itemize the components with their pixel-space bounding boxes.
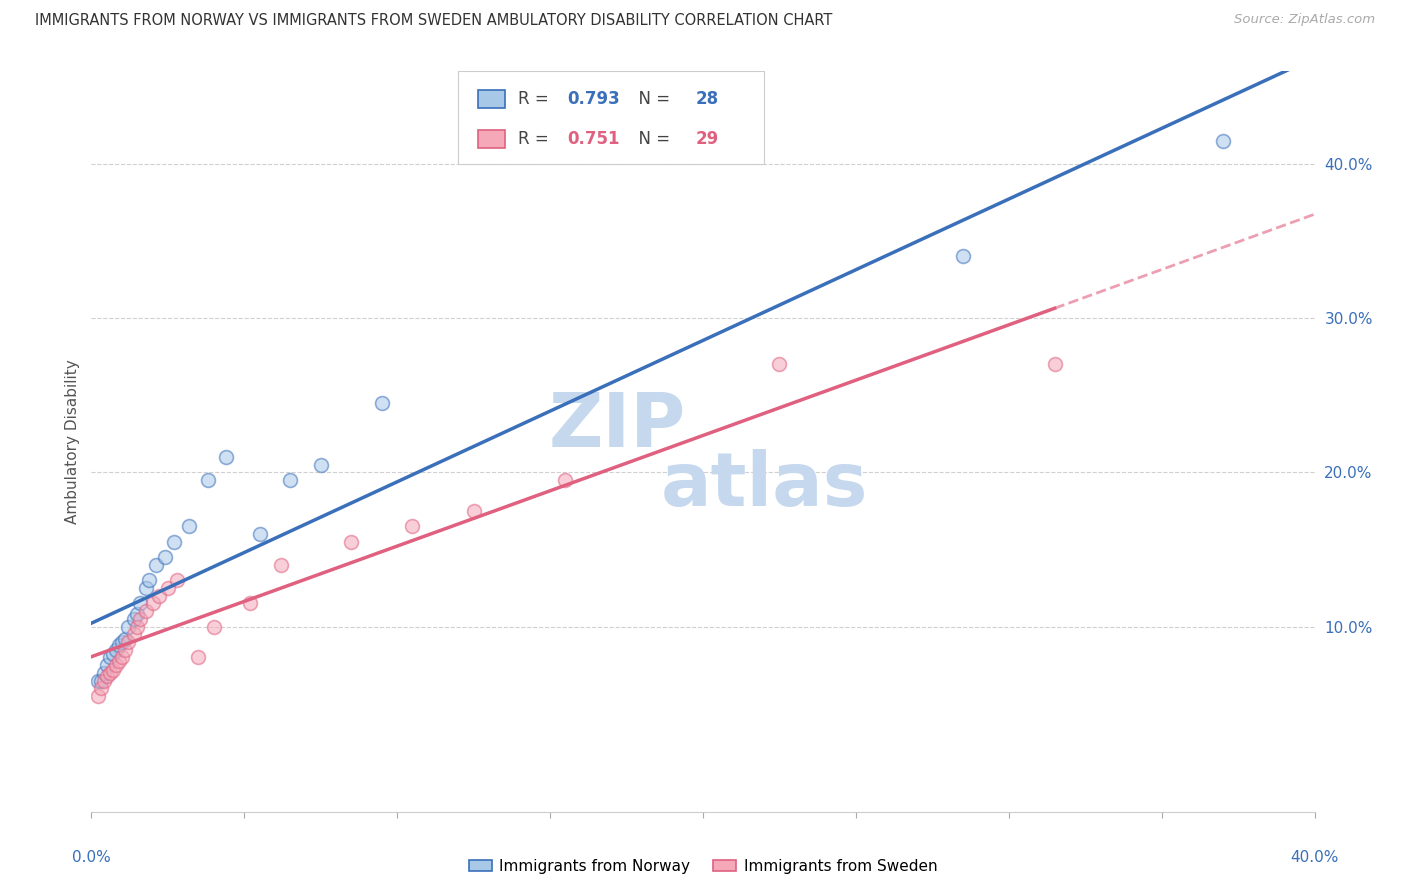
Point [129, 612, 152, 626]
Point [215, 450, 238, 464]
Point [90, 673, 112, 688]
FancyBboxPatch shape [458, 71, 765, 164]
Point [101, 648, 124, 662]
Point [129, 597, 152, 611]
Point [768, 358, 790, 372]
Point [127, 619, 149, 633]
Point [122, 612, 145, 626]
Point [138, 574, 160, 588]
Text: 29: 29 [696, 130, 718, 148]
Point [108, 638, 131, 652]
Point [371, 396, 394, 410]
Point [108, 654, 131, 668]
Point [309, 458, 332, 472]
Point [1212, 134, 1234, 148]
Point [554, 473, 576, 487]
Point [166, 574, 188, 588]
Point [98, 650, 121, 665]
Point [239, 597, 262, 611]
Point [114, 632, 136, 646]
Point [141, 597, 163, 611]
Text: IMMIGRANTS FROM NORWAY VS IMMIGRANTS FROM SWEDEN AMBULATORY DISABILITY CORRELATI: IMMIGRANTS FROM NORWAY VS IMMIGRANTS FRO… [35, 13, 832, 29]
Point [148, 589, 170, 603]
Point [179, 519, 201, 533]
Point [270, 558, 292, 572]
Text: 28: 28 [696, 90, 718, 108]
Text: 0.0%: 0.0% [72, 850, 111, 865]
Point [104, 658, 127, 673]
Legend: Immigrants from Norway, Immigrants from Sweden: Immigrants from Norway, Immigrants from … [463, 853, 943, 880]
Text: R =: R = [519, 90, 554, 108]
Point [145, 558, 167, 572]
Point [96, 669, 118, 683]
Point [197, 473, 219, 487]
Text: atlas: atlas [661, 450, 868, 523]
Y-axis label: Ambulatory Disability: Ambulatory Disability [65, 359, 80, 524]
Text: R =: R = [519, 130, 554, 148]
Point [135, 581, 157, 595]
Point [156, 581, 179, 595]
Point [101, 663, 124, 677]
Point [401, 519, 423, 533]
Point [122, 627, 145, 641]
Point [104, 642, 127, 657]
Text: 0.751: 0.751 [567, 130, 620, 148]
Point [86, 689, 108, 703]
Point [340, 534, 363, 549]
Point [135, 604, 157, 618]
Point [127, 607, 149, 622]
Point [117, 635, 139, 649]
FancyBboxPatch shape [478, 130, 505, 148]
Point [111, 650, 134, 665]
Point [278, 473, 301, 487]
Point [117, 619, 139, 633]
Point [93, 673, 115, 688]
Text: N =: N = [628, 130, 676, 148]
FancyBboxPatch shape [478, 90, 505, 108]
Point [98, 665, 121, 680]
Text: Source: ZipAtlas.com: Source: ZipAtlas.com [1234, 13, 1375, 27]
Point [96, 658, 118, 673]
Point [249, 527, 271, 541]
Point [93, 665, 115, 680]
Text: 40.0%: 40.0% [1291, 850, 1339, 865]
Point [1043, 358, 1066, 372]
Point [90, 681, 112, 696]
Point [202, 619, 225, 633]
Point [86, 673, 108, 688]
Point [111, 635, 134, 649]
Point [463, 504, 485, 518]
Text: ZIP: ZIP [548, 390, 686, 463]
Point [187, 650, 209, 665]
Text: N =: N = [628, 90, 676, 108]
Point [153, 550, 176, 565]
Point [114, 642, 136, 657]
Point [163, 534, 186, 549]
Point [952, 250, 974, 264]
Text: 0.793: 0.793 [567, 90, 620, 108]
